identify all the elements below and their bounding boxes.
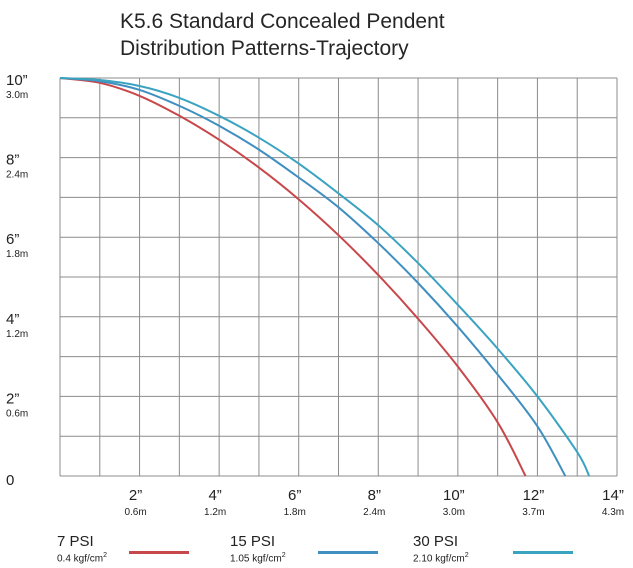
legend-sub-30psi: 2.10 kgf/cm2 <box>413 552 469 565</box>
series-line-7psi <box>59 77 527 477</box>
y-tick-sublabel: 2.4m <box>6 170 28 181</box>
chart-title-line1: K5.6 Standard Concealed Pendent <box>120 10 445 33</box>
x-tick-sublabel: 3.0m <box>443 507 465 518</box>
legend-label-15psi: 15 PSI <box>230 533 276 550</box>
y-tick-label: 4” <box>6 311 19 328</box>
series-line-30psi <box>59 77 591 477</box>
legend-label-30psi: 30 PSI <box>413 533 459 550</box>
chart-title: K5.6 Standard Concealed Pendent Distribu… <box>120 8 445 62</box>
y-tick-label: 6” <box>6 231 19 248</box>
x-tick-label: 2” <box>129 487 142 504</box>
x-tick-sublabel: 3.7m <box>522 507 544 518</box>
legend-label-7psi: 7 PSI <box>57 533 94 550</box>
y-tick-label: 2” <box>6 390 19 407</box>
legend-item-15psi: 15 PSI 1.05 kgf/cm2 <box>230 533 410 567</box>
y-tick-sublabel: 3.0m <box>6 90 28 101</box>
legend-swatch-30psi <box>513 551 573 554</box>
x-tick-label: 8” <box>368 487 381 504</box>
x-tick-label: 14” <box>602 487 624 504</box>
x-tick-sublabel: 4.3m <box>602 507 624 518</box>
x-tick-sublabel: 1.8m <box>284 507 306 518</box>
legend-item-30psi: 30 PSI 2.10 kgf/cm2 <box>413 533 613 567</box>
legend-sub-7psi: 0.4 kgf/cm2 <box>57 552 108 565</box>
legend-swatch-15psi <box>318 551 378 554</box>
y-tick-sublabel: 1.8m <box>6 249 28 260</box>
legend-sub-15psi: 1.05 kgf/cm2 <box>230 552 286 565</box>
series-line-15psi <box>59 77 567 477</box>
x-tick-label: 6” <box>288 487 301 504</box>
y-tick-label: 10” <box>6 72 28 89</box>
x-tick-sublabel: 0.6m <box>124 507 146 518</box>
y-tick-label: 8” <box>6 152 19 169</box>
x-tick-label: 4” <box>208 487 221 504</box>
legend-item-7psi: 7 PSI 0.4 kgf/cm2 <box>57 533 207 567</box>
chart-title-line2: Distribution Patterns-Trajectory <box>120 37 409 60</box>
legend-swatch-7psi <box>129 551 189 554</box>
x-tick-sublabel: 1.2m <box>204 507 226 518</box>
y-tick-sublabel: 1.2m <box>6 329 28 340</box>
y-tick-label: 0 <box>6 472 14 489</box>
x-tick-label: 12” <box>523 487 545 504</box>
x-tick-sublabel: 2.4m <box>363 507 385 518</box>
x-tick-label: 10” <box>443 487 465 504</box>
y-tick-sublabel: 0.6m <box>6 408 28 419</box>
